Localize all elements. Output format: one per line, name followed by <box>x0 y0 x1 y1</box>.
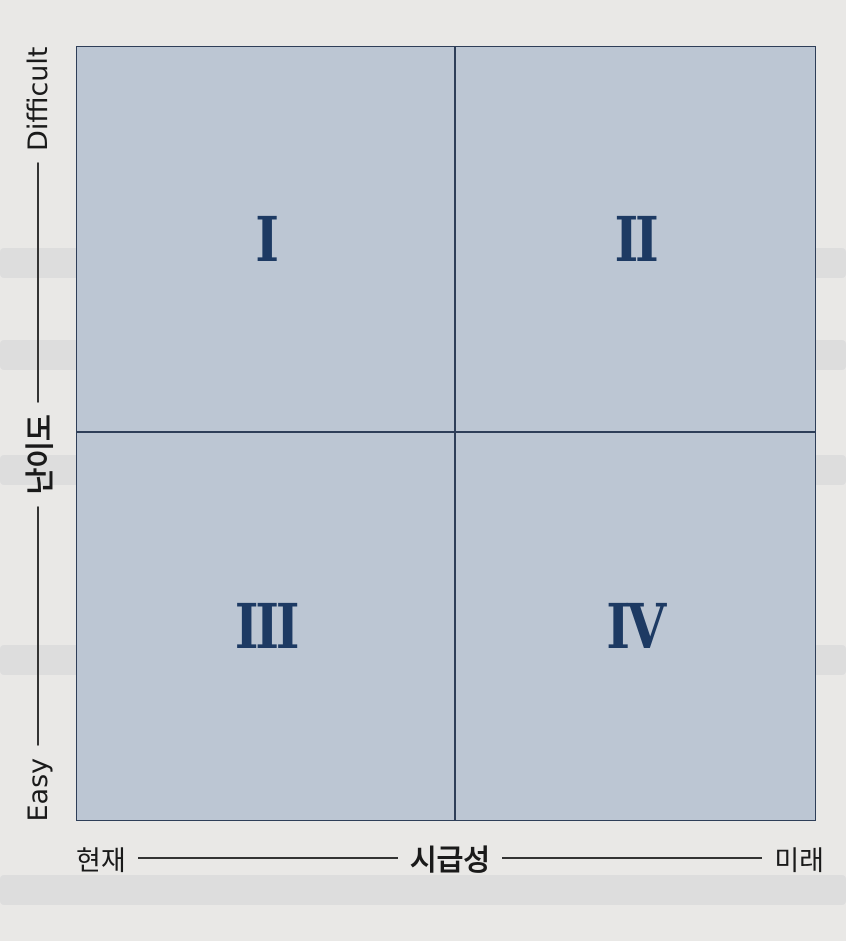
priority-matrix: I II III IV <box>76 46 816 821</box>
x-axis-high-label: 미래 <box>774 845 825 877</box>
quadrant-bottom-left: III <box>77 433 454 819</box>
bleed-through-texture <box>0 875 846 905</box>
horizontal-divider <box>77 431 815 433</box>
x-axis-line-left <box>137 857 398 859</box>
y-axis-low-label: Easy <box>22 757 54 821</box>
x-axis-title: 시급성 <box>409 843 491 877</box>
quadrant-label-iv: IV <box>606 589 667 663</box>
y-axis-line-upper <box>37 162 39 402</box>
quadrant-top-right: II <box>456 47 814 431</box>
vertical-divider <box>454 47 456 820</box>
quadrant-bottom-right: IV <box>456 433 814 819</box>
x-axis: 현재 시급성 미래 <box>76 838 824 878</box>
y-axis: Easy 난이도 Difficult <box>2 46 74 821</box>
y-axis-high-label: Difficult <box>22 46 54 151</box>
quadrant-label-ii: II <box>614 202 658 276</box>
y-axis-title: 난이도 <box>23 413 57 494</box>
x-axis-low-label: 현재 <box>76 845 126 877</box>
quadrant-top-left: I <box>77 47 454 431</box>
quadrant-label-iii: III <box>234 589 300 663</box>
quadrant-label-i: I <box>255 202 279 276</box>
x-axis-line-right <box>502 857 763 859</box>
y-axis-line-lower <box>37 505 39 746</box>
